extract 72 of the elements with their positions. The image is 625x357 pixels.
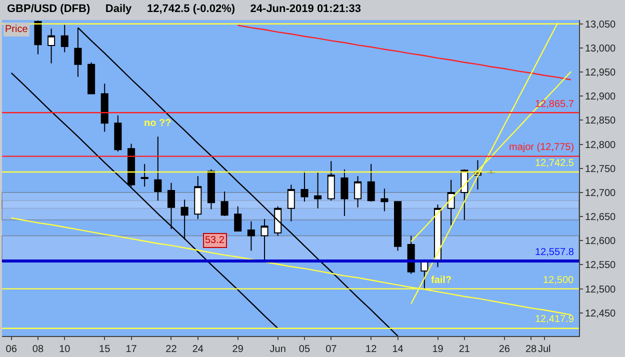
x-tick-label: Jun [270, 344, 286, 355]
candlestick [234, 206, 242, 232]
candlestick [194, 176, 202, 220]
y-tick-label: 13,050 [585, 19, 616, 30]
x-tick-label: 29 [232, 344, 244, 355]
candlestick [140, 164, 148, 188]
candlestick [207, 168, 215, 210]
annotation: no ?? [144, 118, 172, 129]
candlestick [354, 176, 362, 208]
candlestick [167, 182, 175, 230]
candlestick [287, 184, 295, 222]
x-tick-label: 19 [432, 344, 444, 355]
candlestick [247, 220, 255, 252]
chart-title: GBP/USD (DFB) Daily 12,742.5 (-0.02%) 24-Jun-2019 01:21:33 [7, 3, 361, 15]
x-tick-label: 28 [525, 344, 538, 355]
y-tick-label: 12,750 [585, 164, 616, 175]
candlestick [127, 143, 136, 188]
y-tick-label: 12,900 [585, 92, 616, 103]
x-tick-label: 15 [99, 344, 111, 355]
x-tick-label: 05 [298, 344, 310, 355]
y-tick-label: 12,650 [585, 212, 616, 224]
candlestick [154, 136, 162, 202]
x-tick-label: 17 [126, 344, 138, 355]
annotation: 53.2 [205, 235, 225, 246]
y-tick-label: 12,950 [585, 68, 616, 79]
y-tick-label: 12,600 [585, 236, 616, 248]
ref-line-label: 12,500 [543, 275, 574, 286]
x-tick-label: 24 [192, 344, 204, 355]
x-tick-label: 08 [32, 344, 44, 355]
candlestick [380, 188, 388, 212]
line-series [10, 72, 278, 329]
y-tick-label: 13,000 [585, 43, 616, 54]
candlestick [367, 164, 375, 202]
candlestick [34, 20, 42, 55]
candlestick [314, 172, 322, 209]
x-tick-label: 12 [366, 344, 378, 355]
x-tick-label: 06 [6, 344, 18, 355]
candlestick [340, 168, 348, 217]
y-tick-label: 12,700 [585, 188, 616, 199]
candlestick [88, 62, 96, 94]
y-tick-label: 12,550 [585, 260, 616, 272]
chart-subtitle: Price [5, 24, 28, 35]
candlestick [274, 206, 282, 236]
candlestick [180, 199, 188, 240]
candlestick [220, 190, 228, 217]
x-tick-label: Jul [538, 344, 551, 355]
line-series [237, 24, 572, 80]
x-tick-label: 10 [59, 344, 71, 355]
y-tick-label: 12,800 [585, 140, 616, 151]
ref-line-label: 12,417.9 [535, 314, 574, 325]
ref-line-label: 12,557.8 [535, 247, 574, 258]
x-tick-label: 26 [498, 344, 510, 355]
candlestick [260, 218, 268, 262]
candlestick [48, 28, 56, 64]
candlestick [327, 160, 335, 202]
y-tick-label: 12,500 [585, 284, 616, 296]
candlestick [394, 201, 402, 252]
candlestick [407, 235, 415, 274]
y-tick-label: 12,850 [585, 116, 616, 127]
annotation: fail? [431, 275, 452, 286]
candlestick [114, 114, 122, 152]
ref-line-label: 12,742.5 [535, 158, 574, 169]
x-tick-label: 07 [326, 344, 338, 355]
x-tick-label: 21 [458, 344, 470, 355]
x-tick-label: 14 [392, 344, 404, 355]
ref-line-label: major (12,775) [509, 142, 574, 153]
x-tick-label: 22 [166, 344, 178, 355]
candlestick [60, 24, 68, 53]
candlestick [300, 170, 308, 202]
candlestick [100, 83, 108, 132]
y-tick-label: 12,450 [585, 308, 616, 320]
candlestick [447, 179, 455, 226]
